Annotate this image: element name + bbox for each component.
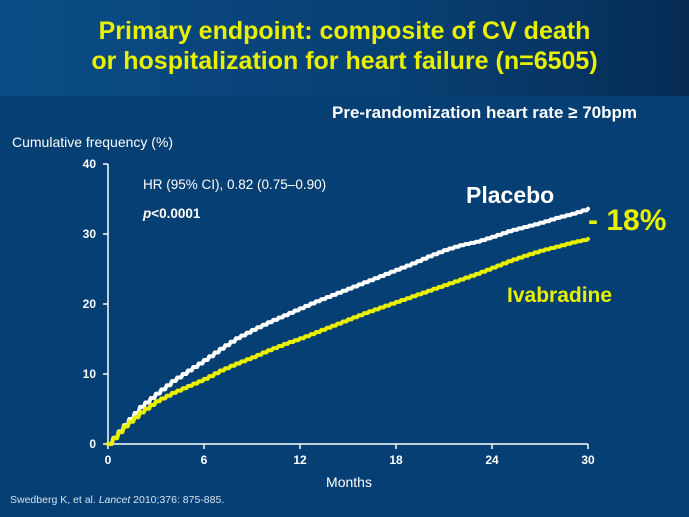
p-value-symbol: p bbox=[142, 206, 151, 221]
p-value-text: <0.0001 bbox=[151, 206, 201, 221]
placebo-curve bbox=[106, 206, 590, 446]
x-tick-label: 30 bbox=[581, 453, 595, 467]
y-tick-label: 10 bbox=[83, 367, 97, 381]
slide-title-line-1: Primary endpoint: composite of CV death bbox=[98, 17, 591, 45]
citation-details: 2010;376: 875-885. bbox=[130, 494, 225, 506]
x-axis-label: Months bbox=[326, 474, 372, 490]
y-tick-label: 40 bbox=[83, 157, 97, 171]
slide-title-line-2: or hospitalization for heart failure (n=… bbox=[91, 47, 598, 75]
y-axis-label: Cumulative frequency (%) bbox=[12, 134, 174, 150]
p-value-annotation: p<0.0001 bbox=[142, 206, 201, 221]
hr-annotation: HR (95% CI), 0.82 (0.75–0.90) bbox=[143, 177, 326, 192]
title-banner bbox=[0, 0, 689, 96]
slide-title: Primary endpoint: composite of CV death … bbox=[0, 16, 689, 76]
placebo-label: Placebo bbox=[466, 182, 554, 208]
ticks: 0 10 20 30 40 0 6 12 18 24 30 bbox=[83, 157, 595, 467]
ivabradine-label: Ivabradine bbox=[507, 284, 612, 307]
chart-subtitle: Pre-randomization heart rate ≥ 70bpm bbox=[331, 103, 637, 122]
x-tick-label: 12 bbox=[293, 453, 307, 467]
y-tick-label: 20 bbox=[83, 297, 97, 311]
x-tick-label: 6 bbox=[201, 453, 208, 467]
curves bbox=[106, 206, 590, 446]
ivabradine-curve bbox=[106, 236, 590, 446]
risk-reduction-label: - 18% bbox=[588, 204, 666, 237]
x-tick-label: 18 bbox=[389, 453, 403, 467]
y-tick-label: 30 bbox=[83, 227, 97, 241]
citation-journal: Lancet bbox=[98, 494, 131, 506]
x-tick-label: 24 bbox=[485, 453, 499, 467]
y-tick-label: 0 bbox=[89, 437, 96, 451]
citation-authors: Swedberg K, et al. bbox=[10, 494, 99, 506]
citation: Swedberg K, et al. Lancet 2010;376: 875-… bbox=[10, 494, 224, 506]
x-tick-label: 0 bbox=[105, 453, 112, 467]
